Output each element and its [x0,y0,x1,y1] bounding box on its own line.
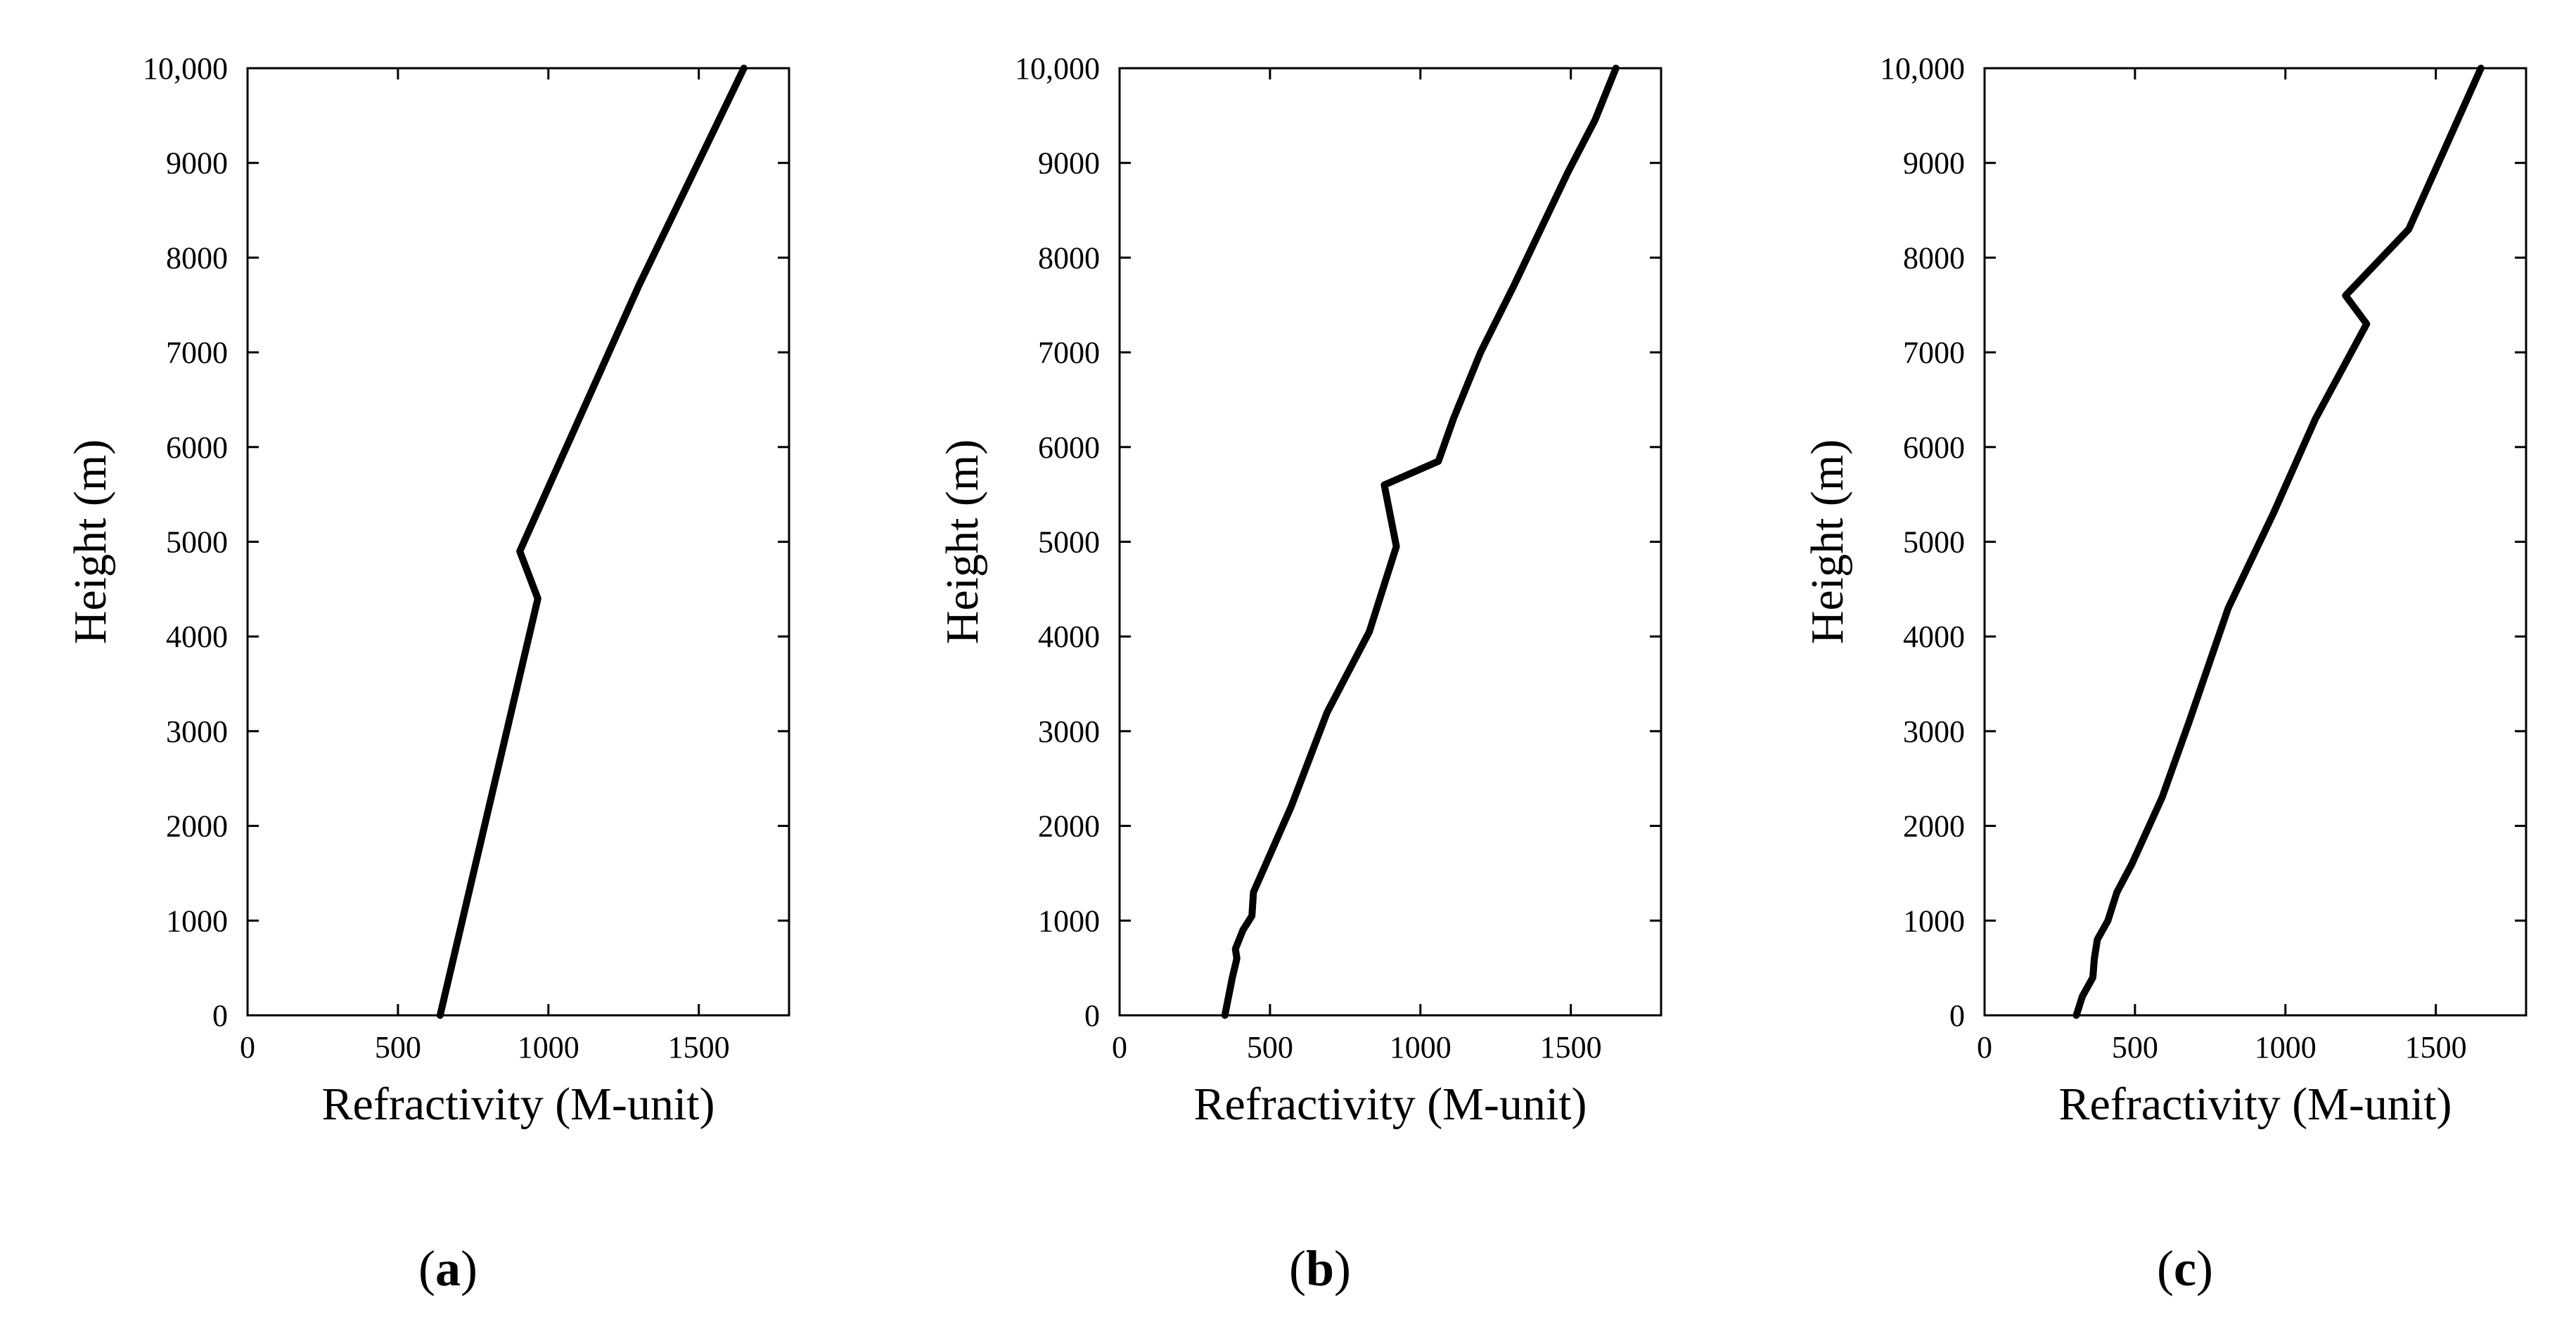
panel-label-letter: c [2174,1240,2196,1297]
x-tick-label: 1500 [1540,1030,1602,1065]
series-line-a [436,65,748,1019]
x-axis-title: Refractivity (M-unit) [321,1079,715,1130]
panel-label-close: ) [461,1240,478,1297]
y-tick-label: 6000 [1038,430,1100,465]
chart-panel-c: 010002000300040005000600070008000900010,… [1802,51,2527,1297]
y-tick-label: 4000 [1903,619,1965,654]
y-tick-label: 2000 [1903,809,1965,844]
panel-label: (c) [2157,1240,2213,1297]
panel-label-letter: a [435,1240,461,1297]
y-tick-label: 1000 [1903,904,1965,938]
panel-label-close: ) [1334,1240,1351,1297]
x-tick-label: 1000 [2255,1030,2317,1065]
y-tick-label: 10,000 [1880,51,1965,86]
y-axis-title: Height (m) [1802,439,1853,644]
x-tick-label: 0 [1112,1030,1127,1065]
y-tick-label: 2000 [1038,809,1100,844]
y-tick-label: 4000 [166,619,228,654]
plot-frame [1118,67,1662,1017]
x-axis-title: Refractivity (M-unit) [2058,1079,2452,1130]
y-tick-label: 0 [1084,998,1100,1033]
y-tick-label: 5000 [1903,525,1965,560]
chart-panel-a: 010002000300040005000600070008000900010,… [65,51,790,1297]
panel-label-open: ( [1289,1240,1306,1297]
y-tick-label: 1000 [1038,904,1100,938]
y-tick-label: 6000 [1903,430,1965,465]
panel-label-letter: b [1306,1240,1334,1297]
x-axis-title: Refractivity (M-unit) [1193,1079,1587,1130]
y-tick-label: 3000 [166,714,228,749]
y-tick-label: 7000 [1038,335,1100,370]
x-tick-label: 1500 [2405,1030,2467,1065]
panel-label: (b) [1289,1240,1351,1297]
y-tick-label: 8000 [1038,240,1100,275]
x-tick-label: 0 [1977,1030,1992,1065]
series-line-b [1221,65,1620,1019]
y-tick-label: 2000 [166,809,228,844]
y-tick-label: 0 [1949,998,1965,1033]
y-tick-label: 7000 [1903,335,1965,370]
panel-label-open: ( [418,1240,435,1297]
panel-label-close: ) [2196,1240,2213,1297]
panel-label: (a) [418,1240,478,1297]
x-tick-label: 500 [1247,1030,1293,1065]
y-tick-label: 8000 [166,240,228,275]
y-tick-label: 6000 [166,430,228,465]
x-tick-label: 0 [240,1030,255,1065]
x-tick-label: 1000 [518,1030,579,1065]
plot-frame [1983,67,2527,1017]
series-line-c [2072,65,2485,1019]
y-tick-label: 5000 [166,525,228,560]
y-tick-label: 8000 [1903,240,1965,275]
y-tick-label: 10,000 [143,51,228,86]
y-axis-title: Height (m) [937,439,988,644]
y-tick-label: 3000 [1038,714,1100,749]
y-tick-label: 1000 [166,904,228,938]
y-tick-label: 3000 [1903,714,1965,749]
chart-panel-b: 010002000300040005000600070008000900010,… [937,51,1662,1297]
y-tick-label: 9000 [1038,146,1100,181]
y-tick-label: 5000 [1038,525,1100,560]
y-tick-label: 4000 [1038,619,1100,654]
x-tick-label: 1500 [668,1030,730,1065]
x-tick-label: 500 [375,1030,421,1065]
plot-frame [246,67,790,1017]
x-tick-label: 1000 [1390,1030,1452,1065]
y-tick-label: 7000 [166,335,228,370]
x-tick-label: 500 [2112,1030,2158,1065]
y-axis-title: Height (m) [65,439,116,644]
panel-label-open: ( [2157,1240,2174,1297]
y-tick-label: 10,000 [1015,51,1100,86]
y-tick-label: 9000 [166,146,228,181]
y-tick-label: 0 [212,998,228,1033]
y-tick-label: 9000 [1903,146,1965,181]
